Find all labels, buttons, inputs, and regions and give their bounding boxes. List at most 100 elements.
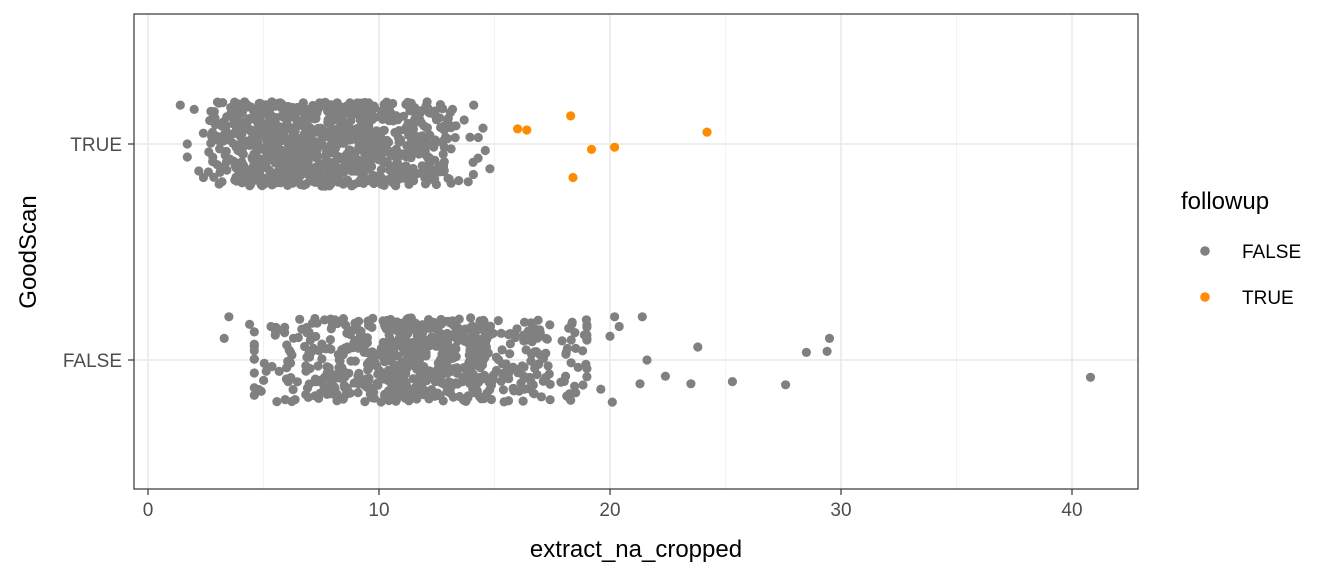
data-point (368, 354, 378, 364)
data-point (578, 380, 588, 390)
data-point (251, 167, 261, 177)
data-point (443, 173, 453, 183)
data-point (376, 173, 386, 183)
data-point (496, 328, 506, 338)
data-point (279, 150, 289, 160)
data-point (253, 138, 263, 148)
data-point (635, 379, 645, 389)
data-point (801, 347, 812, 357)
data-point (344, 368, 354, 378)
data-point (327, 379, 337, 389)
data-point (446, 352, 456, 362)
data-point (244, 125, 254, 135)
data-point (345, 98, 355, 108)
data-point (371, 126, 382, 136)
data-point (430, 155, 440, 165)
data-point (284, 158, 294, 168)
data-point (353, 388, 363, 398)
data-point (317, 354, 327, 364)
data-point (308, 167, 318, 177)
data-point (198, 128, 208, 138)
data-point (509, 386, 519, 396)
x-tick-label: 20 (599, 500, 620, 521)
data-point (335, 153, 345, 164)
data-point (274, 366, 284, 376)
data-point (222, 132, 232, 142)
data-point (336, 115, 346, 125)
data-point (422, 138, 432, 148)
data-point (346, 356, 356, 366)
plot-border (133, 13, 1139, 490)
data-point (409, 176, 419, 186)
data-point (319, 383, 329, 393)
data-point (249, 327, 259, 337)
data-point (357, 170, 367, 180)
legend-label-true: TRUE (1242, 288, 1294, 309)
data-point (404, 165, 414, 175)
data-point (396, 135, 406, 145)
data-point (448, 316, 458, 326)
data-point (175, 100, 185, 110)
data-point (221, 146, 231, 156)
data-point (439, 316, 449, 327)
data-point (288, 385, 298, 395)
data-point (610, 142, 620, 152)
data-point (450, 133, 460, 143)
data-point (305, 127, 316, 137)
axes: 0 10 20 30 40 FALSE TRUE (63, 135, 1083, 521)
legend-key-false (1200, 246, 1210, 256)
data-point (322, 368, 332, 378)
data-point (417, 320, 427, 330)
data-point (320, 315, 330, 325)
data-point (378, 114, 388, 124)
data-point (390, 180, 400, 190)
data-point (365, 150, 375, 160)
data-point (543, 361, 553, 371)
data-point (287, 396, 297, 407)
data-point (272, 397, 282, 407)
data-point (369, 393, 379, 403)
data-point (406, 98, 416, 108)
data-point (341, 320, 351, 330)
data-point (582, 320, 592, 330)
data-point (310, 141, 320, 151)
data-point (528, 380, 538, 390)
data-point (312, 318, 322, 328)
data-point (298, 98, 308, 108)
data-point (518, 396, 528, 406)
data-point (310, 114, 320, 124)
data-point (241, 102, 251, 112)
data-point (231, 108, 242, 118)
data-point (280, 328, 290, 338)
data-point (586, 144, 597, 154)
data-point (335, 353, 345, 363)
data-point (411, 325, 421, 335)
data-point (296, 120, 306, 130)
data-point (458, 374, 468, 384)
data-point (387, 169, 397, 179)
data-point (420, 179, 431, 189)
data-point (303, 157, 313, 167)
data-point (206, 138, 216, 148)
data-point (277, 170, 287, 180)
data-point (272, 120, 282, 130)
data-point (249, 368, 259, 378)
data-point (472, 325, 482, 335)
data-point (642, 355, 652, 365)
y-tick-label: TRUE (70, 135, 122, 156)
data-point (436, 122, 446, 133)
data-point (488, 328, 498, 338)
data-point (508, 362, 518, 372)
data-point (435, 113, 445, 123)
data-point (388, 116, 398, 126)
data-point (702, 127, 712, 137)
data-point (446, 123, 456, 133)
data-point (403, 318, 413, 328)
data-point (487, 375, 497, 386)
data-point (310, 374, 320, 384)
data-point (325, 335, 335, 345)
data-point (305, 175, 315, 185)
data-point (208, 152, 218, 162)
data-point (822, 346, 832, 356)
data-point (267, 97, 277, 107)
